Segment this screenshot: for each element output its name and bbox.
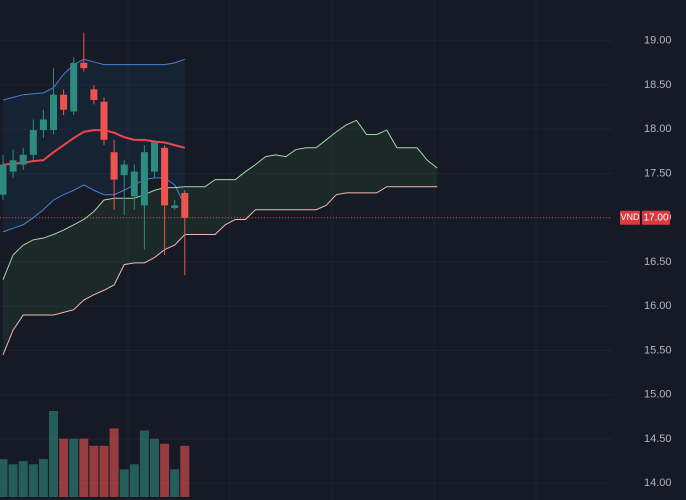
candle-body [100, 101, 108, 140]
volume-bar [180, 445, 190, 497]
candle-body [60, 94, 68, 110]
candle-body [19, 154, 27, 165]
y-tick-label: 18.50 [644, 79, 672, 91]
candle-body [161, 147, 169, 206]
volume-bar [99, 445, 109, 497]
volume-bar [160, 443, 170, 497]
candle-body [171, 205, 179, 208]
volume-bar [150, 438, 159, 497]
candle-body [80, 62, 88, 69]
currency-badge [620, 210, 640, 225]
candle-body [120, 164, 128, 176]
candle-body [151, 142, 158, 172]
y-tick-label: 19.00 [644, 35, 672, 47]
candle-body [181, 192, 189, 218]
y-tick-label: 16.50 [644, 256, 672, 268]
candle-body [0, 164, 7, 195]
volume-bar [18, 461, 28, 497]
y-tick-label: 14.50 [644, 433, 672, 445]
candle-body [130, 171, 138, 197]
y-tick-label: 15.50 [644, 344, 672, 356]
volume-bar [59, 438, 69, 497]
indicator-line [2, 186, 438, 356]
last-price-label: 17.00 [643, 212, 668, 223]
y-tick-label: 16.00 [644, 300, 672, 312]
candle-body [110, 152, 118, 180]
volume-bar [170, 469, 180, 497]
y-tick-label: 17.50 [644, 167, 672, 179]
candle-body [9, 160, 17, 172]
indicator-line [2, 58, 185, 101]
volume-bar [8, 464, 18, 497]
volume-bar [89, 445, 99, 497]
candle-body [90, 89, 98, 100]
price-badge [642, 210, 670, 225]
volume-bar [129, 464, 139, 497]
cloud-shading [3, 120, 438, 355]
volume-bar [109, 428, 119, 497]
volume-bar [28, 464, 38, 497]
candle-body [70, 62, 78, 112]
indicator-line [2, 119, 438, 280]
volume-bar [0, 459, 8, 497]
y-tick-label: 14.00 [644, 477, 672, 489]
candle-body [50, 94, 57, 131]
volume-bar [38, 459, 48, 497]
volume-bar [119, 469, 129, 497]
volume-bar [139, 430, 149, 497]
volume-bar [79, 438, 89, 497]
currency-label: VND [620, 212, 640, 222]
candle-body [140, 152, 148, 206]
candle-body [39, 119, 47, 131]
y-tick-label: 18.00 [644, 123, 672, 135]
y-tick-label: 15.00 [644, 389, 672, 401]
volume-bar [69, 438, 79, 497]
band-shading [3, 59, 185, 232]
candle-body [29, 130, 37, 155]
volume-bar [49, 411, 58, 497]
vertical-grid [127, 0, 537, 500]
